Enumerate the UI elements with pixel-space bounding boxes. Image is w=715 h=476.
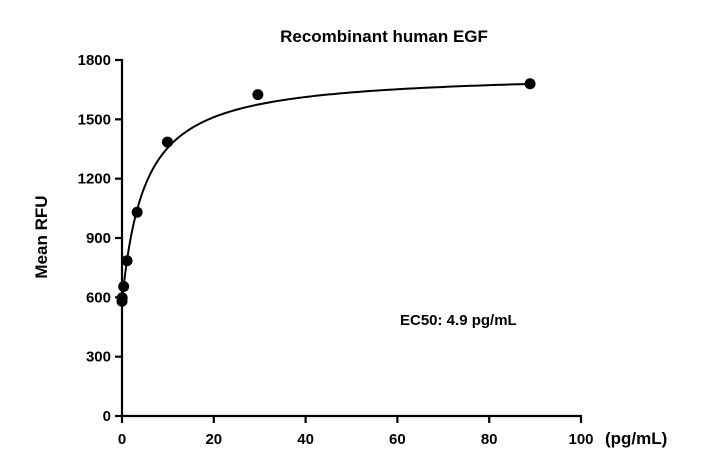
- data-point: [252, 89, 264, 101]
- x-tick-label: 40: [297, 431, 314, 448]
- data-point: [131, 206, 143, 218]
- y-tick-label: 1500: [78, 111, 111, 128]
- data-points: [116, 78, 536, 307]
- x-tick-label: 0: [118, 431, 126, 448]
- fit-curve: [121, 82, 531, 303]
- x-tick-label: 60: [389, 431, 406, 448]
- y-tick-label: 300: [86, 349, 111, 366]
- data-point: [121, 255, 133, 267]
- y-tick-label: 1800: [78, 52, 111, 69]
- chart-title: Recombinant human EGF: [280, 27, 488, 46]
- y-tick-label: 900: [86, 230, 111, 247]
- data-point: [118, 280, 130, 292]
- x-tick-label: 100: [568, 431, 593, 448]
- y-tick-label: 1200: [78, 171, 111, 188]
- data-point: [524, 78, 536, 90]
- y-tick-label: 0: [103, 408, 111, 425]
- x-tick-label: 80: [481, 431, 498, 448]
- y-axis-label: Mean RFU: [32, 195, 51, 278]
- data-point: [116, 292, 128, 304]
- y-axis: 0 300 600 900 1200 1500 1800: [78, 52, 124, 425]
- y-tick-label: 600: [86, 289, 111, 306]
- x-tick-label: 20: [205, 431, 222, 448]
- x-axis-unit-label: (pg/mL): [605, 429, 667, 448]
- x-axis: 0 20 40 60 80 100: [118, 414, 594, 448]
- data-point: [161, 136, 173, 148]
- ec50-annotation: EC50: 4.9 pg/mL: [400, 312, 517, 329]
